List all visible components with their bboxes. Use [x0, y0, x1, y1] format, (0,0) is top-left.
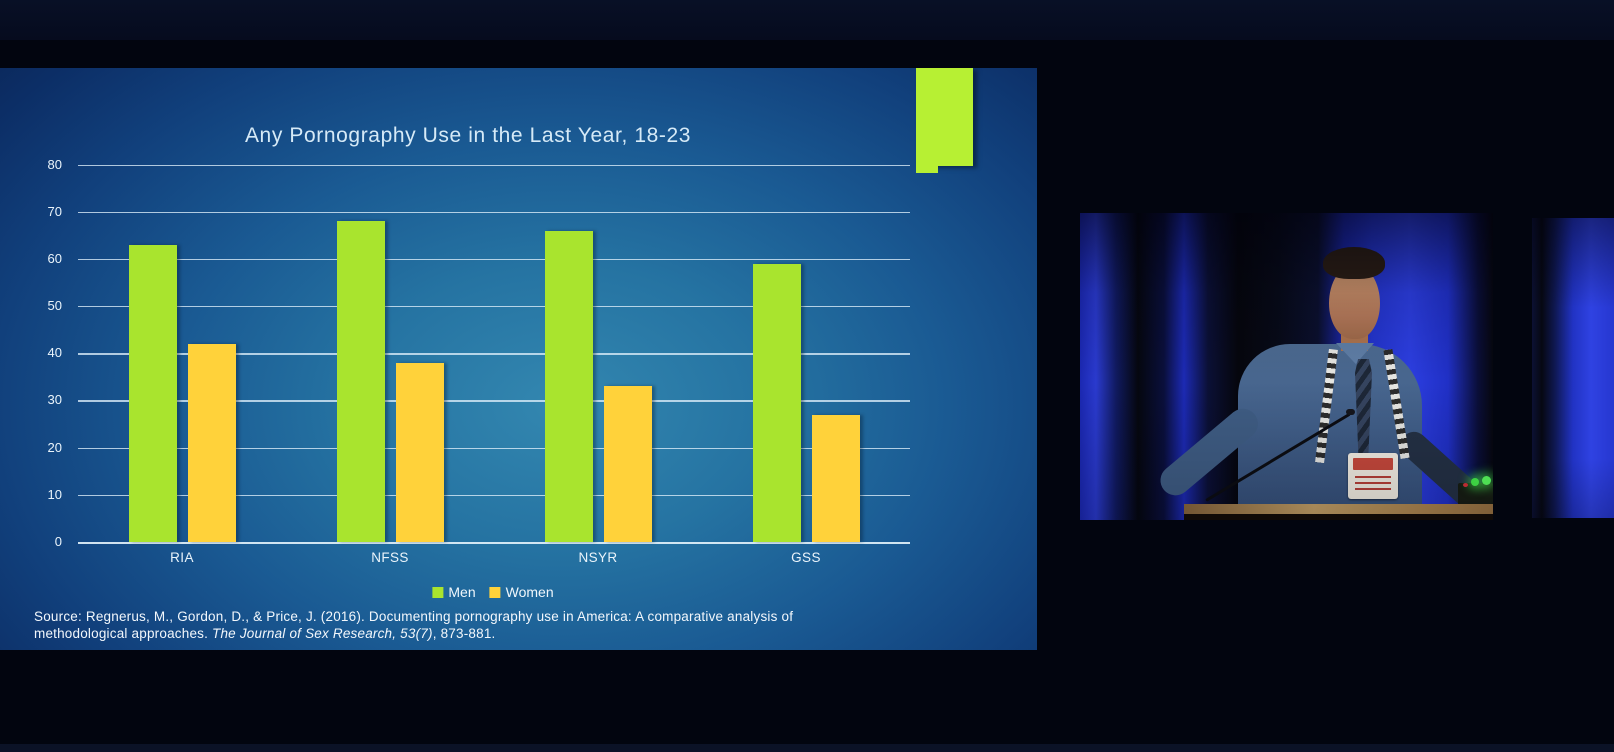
y-axis-tick-label: 40: [47, 345, 62, 361]
bar-men-gss: [752, 263, 801, 542]
timer-green-led: [1471, 478, 1479, 486]
timer-green-led: [1482, 476, 1491, 485]
source-journal-italic: The Journal of Sex Research, 53(7): [212, 626, 433, 641]
speaker-name-badge: [1348, 453, 1398, 499]
x-axis-category-label: NSYR: [578, 550, 618, 565]
bar-women-nsyr: [603, 386, 652, 542]
gridline: [78, 306, 910, 308]
gridline: [78, 494, 910, 497]
y-axis-tick-label: 80: [47, 156, 62, 172]
speaker-hair: [1323, 247, 1385, 279]
x-axis-line: [78, 542, 910, 544]
y-axis-tick-label: 70: [47, 203, 62, 219]
speaker-video: [1080, 213, 1493, 520]
y-axis-tick-label: 30: [47, 392, 62, 408]
legend-swatch-women: [489, 586, 501, 598]
bar-women-nfss: [395, 362, 444, 542]
letterbox-top-band: [0, 0, 1614, 40]
gridline: [78, 211, 910, 214]
x-axis-category-label: NFSS: [371, 550, 409, 565]
microphone-boom: [1205, 412, 1351, 502]
chart-legend: Men Women: [432, 584, 554, 600]
legend-item-women: Women: [489, 584, 554, 600]
y-axis-tick-label: 50: [47, 298, 62, 314]
timer-red-led: [1463, 483, 1468, 487]
speaker-lanyard-right: [1383, 348, 1410, 460]
speaker-shirt: [1238, 344, 1422, 520]
legend-label-women: Women: [505, 584, 554, 600]
legend-label-men: Men: [448, 584, 476, 600]
speaker-left-arm: [1154, 402, 1265, 502]
y-axis-tick-label: 0: [54, 534, 62, 549]
podium-timer-device: [1458, 483, 1493, 505]
speaker-tie: [1355, 359, 1372, 497]
legend-item-men: Men: [432, 584, 476, 600]
secondary-video-strip: [1532, 218, 1614, 518]
slide-corner-decoration: [916, 68, 973, 166]
podium-front: [1184, 514, 1493, 520]
source-line-2: methodological approaches.: [34, 626, 213, 641]
gridline: [78, 353, 910, 355]
microphone-tip: [1346, 409, 1355, 415]
bar-men-ria: [128, 244, 177, 542]
bar-men-nsyr: [544, 230, 593, 542]
bar-women-ria: [187, 343, 236, 542]
gridline: [78, 258, 910, 261]
podium-top-edge: [1184, 504, 1493, 514]
source-line-1: Source: Regnerus, M., Gordon, D., & Pric…: [34, 609, 794, 624]
bar-men-nfss: [336, 221, 385, 542]
speaker-face: [1329, 265, 1380, 339]
y-axis-tick-label: 60: [47, 250, 62, 266]
y-axis-tick-label: 10: [47, 486, 62, 502]
speaker-right-arm: [1394, 426, 1489, 515]
gridline: [78, 400, 910, 402]
source-citation: Source: Regnerus, M., Gordon, D., & Pric…: [34, 608, 834, 642]
legend-swatch-men: [432, 586, 444, 598]
bar-chart: 0 10 20 30 40 50 60 70 80 RIA NFSS NSYR GSS: [0, 68, 1037, 650]
slide-corner-decoration-step: [916, 166, 938, 173]
gridline: [78, 164, 910, 166]
x-axis-category-label: GSS: [791, 550, 821, 565]
chart-title: Any Pornography Use in the Last Year, 18…: [244, 124, 692, 147]
source-pages: , 873-881.: [432, 626, 496, 641]
speaker-collar: [1336, 343, 1374, 364]
x-axis-category-label: RIA: [170, 550, 194, 565]
slide: Any Pornography Use in the Last Year, 18…: [0, 68, 1037, 650]
speaker-neck: [1341, 327, 1368, 351]
speaker-lanyard-left: [1315, 348, 1338, 464]
bar-women-gss: [811, 414, 860, 542]
y-axis-tick-label: 20: [47, 439, 62, 455]
gridline: [78, 447, 910, 450]
letterbox-bottom-band: [0, 744, 1614, 752]
